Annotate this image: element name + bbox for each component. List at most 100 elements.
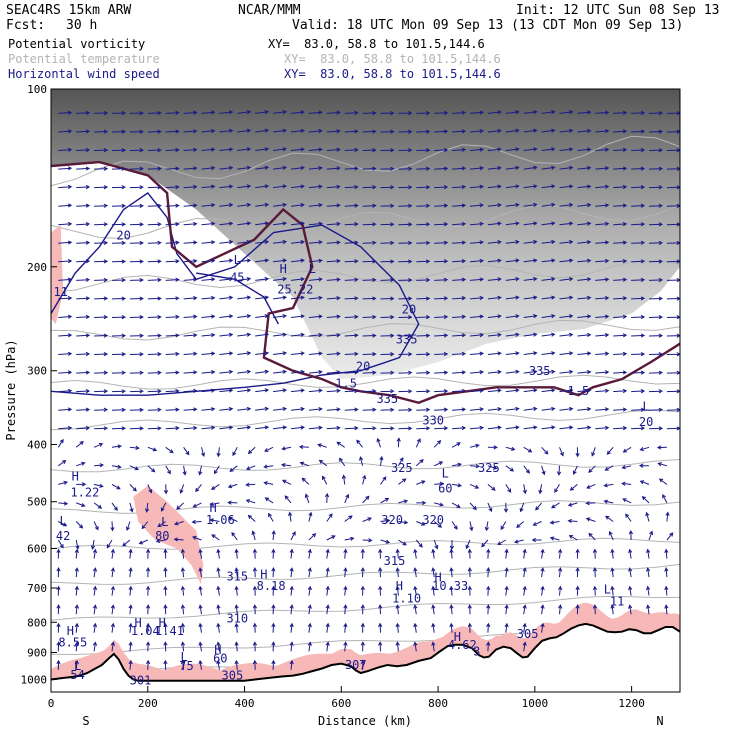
wind-vector <box>631 351 646 357</box>
x-tick-label: 400 <box>235 697 255 710</box>
wind-vector <box>362 185 377 190</box>
contour-label: 315 <box>226 570 248 584</box>
wind-vector <box>523 258 538 263</box>
init-time: Init: 12 UTC Sun 08 Sep 13 <box>516 3 720 18</box>
wind-vector <box>271 622 276 633</box>
wind-vector <box>76 502 86 507</box>
wind-vector <box>431 641 436 652</box>
wind-vector <box>631 129 646 134</box>
wind-vector <box>271 659 276 670</box>
wind-vector <box>344 240 359 245</box>
wind-vector <box>201 351 216 356</box>
wind-vector <box>128 641 133 652</box>
wind-vector <box>519 502 525 513</box>
wind-vector <box>452 166 467 171</box>
wind-vector <box>434 502 444 507</box>
wind-vector <box>569 484 578 491</box>
wind-vector <box>413 548 418 559</box>
contour-label: 20 <box>116 229 130 243</box>
wind-vector <box>344 259 359 264</box>
contour-label: 330 <box>422 414 444 428</box>
wind-vector <box>290 425 305 430</box>
wind-vector <box>540 585 545 596</box>
wind-vector <box>666 296 680 301</box>
contour-label: 20 <box>402 303 416 317</box>
wind-vector <box>93 502 103 509</box>
wind-vector <box>541 314 556 319</box>
wind-vector <box>183 351 198 356</box>
wind-vector <box>541 258 556 263</box>
wind-vector <box>666 352 680 357</box>
wind-vector <box>289 604 294 615</box>
wind-vector <box>595 388 610 393</box>
wind-vector <box>595 407 610 412</box>
wind-vector <box>467 567 472 578</box>
wind-vector <box>128 604 133 615</box>
wind-vector <box>648 166 664 171</box>
wind-vector <box>592 604 598 615</box>
wind-vector <box>449 622 454 633</box>
wind-vector <box>413 567 418 578</box>
wind-vector <box>343 585 348 596</box>
wind-vector <box>273 239 288 245</box>
contour-label: 310 <box>226 611 248 625</box>
wind-vector <box>505 332 520 337</box>
wind-vector <box>344 515 353 522</box>
contour-label: L <box>309 262 316 276</box>
wind-vector <box>344 277 359 282</box>
wind-vector <box>487 110 502 115</box>
wind-vector <box>577 277 592 282</box>
wind-vector <box>145 548 151 559</box>
contour-label: 20 <box>639 415 653 429</box>
wind-vector <box>398 370 413 375</box>
wind-vector <box>76 461 86 467</box>
wind-vector <box>129 333 144 338</box>
y-tick-label: 500 <box>27 496 47 509</box>
wind-vector <box>129 259 144 264</box>
wind-vector <box>648 148 664 153</box>
wind-vector <box>523 165 538 170</box>
wind-vector <box>613 259 628 264</box>
wind-vector <box>163 548 168 559</box>
wind-vector <box>592 548 598 559</box>
wind-vector <box>380 352 395 357</box>
wind-vector <box>434 426 449 431</box>
wind-vector <box>595 110 610 115</box>
wind-vector <box>111 352 127 357</box>
wind-vector <box>147 407 162 412</box>
wind-vector <box>281 479 292 485</box>
wind-vector <box>129 203 144 208</box>
wind-vector <box>398 166 413 171</box>
wind-vector <box>308 407 323 412</box>
wind-vector <box>165 277 180 282</box>
wind-vector <box>231 531 238 541</box>
wind-vector <box>523 406 538 411</box>
wind-vector <box>147 166 162 171</box>
wind-vector <box>380 148 395 153</box>
wind-vector <box>219 110 234 115</box>
wind-vector <box>362 407 377 412</box>
wind-vector <box>289 567 294 578</box>
wind-vector <box>227 483 238 489</box>
wind-vector <box>144 502 150 513</box>
wind-vector <box>234 548 239 559</box>
wind-vector <box>568 535 578 541</box>
wind-vector <box>198 548 203 559</box>
wind-vector <box>210 483 220 490</box>
wind-vector <box>540 548 545 559</box>
wind-vector <box>577 221 592 226</box>
contour-label: H <box>214 643 221 657</box>
wind-vector <box>613 277 628 282</box>
y-tick-label: 800 <box>27 616 47 629</box>
wind-vector <box>322 475 328 485</box>
wind-vector <box>326 314 341 319</box>
wind-vector <box>237 369 252 374</box>
wind-vector <box>434 389 449 394</box>
wind-vector <box>255 202 270 208</box>
wind-vector <box>504 604 509 615</box>
wind-vector <box>273 406 288 412</box>
wind-vector <box>76 388 91 394</box>
wind-vector <box>183 388 198 394</box>
wind-vector <box>559 447 564 457</box>
wind-vector <box>379 455 384 466</box>
